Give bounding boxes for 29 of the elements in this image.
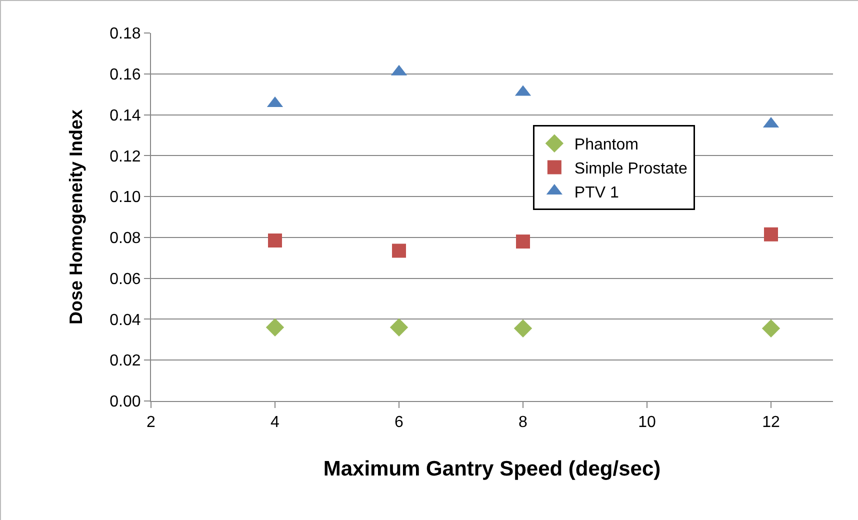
point [514,319,532,338]
legend-label: Phantom [574,136,638,154]
point [392,244,406,258]
x-tick-label: 8 [518,414,528,432]
y-tick-label: 0.02 [110,352,141,370]
y-tick-label: 0.08 [110,230,141,248]
legend-label: PTV 1 [574,184,619,202]
point [516,234,530,249]
y-tick-label: 0.10 [110,189,141,206]
y-tick-label: 0.14 [110,107,141,124]
y-tick-label: 0.04 [110,312,141,329]
point [268,234,282,248]
y-axis-title: Dose Homogeneity Index [66,109,86,325]
x-tick-label: 12 [762,414,780,432]
point [390,318,408,336]
x-tick-label: 2 [146,414,156,432]
x-tick-label: 6 [394,414,404,432]
point [762,319,780,338]
y-tick-label: 0.16 [110,66,141,84]
y-tick-label: 0.00 [110,394,141,411]
point [266,318,284,336]
point [764,227,778,242]
y-tick-label: 0.06 [110,270,141,288]
x-tick-label: 10 [638,414,656,432]
y-tick-label: 0.12 [110,148,141,166]
y-tick-label: 0.18 [110,26,141,43]
legend-label: Simple Prostate [574,160,688,178]
x-tick-label: 4 [270,414,280,432]
x-axis-title: Maximum Gantry Speed (deg/sec) [323,457,661,480]
